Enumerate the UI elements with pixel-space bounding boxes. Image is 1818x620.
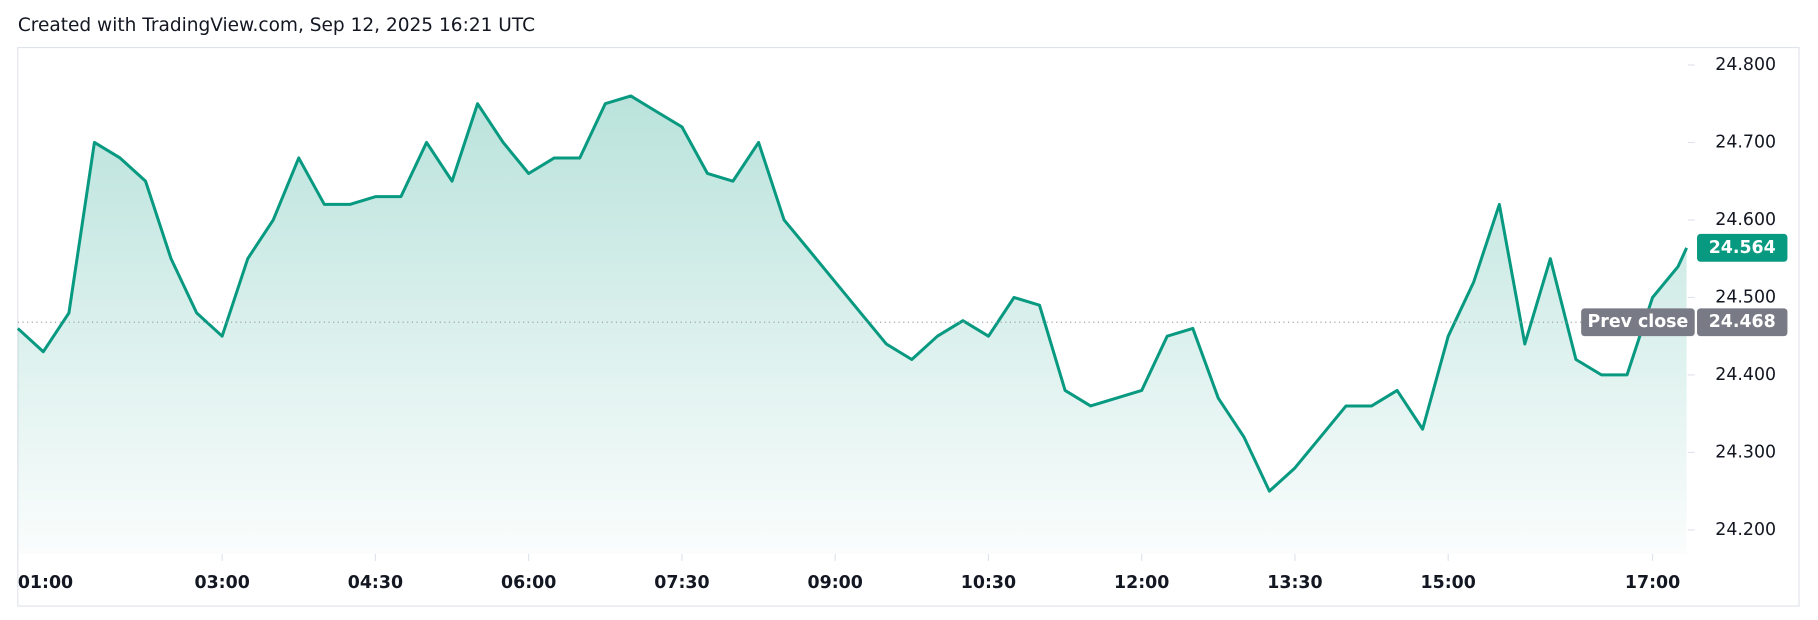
y-tick-label: 24.300	[1715, 442, 1776, 462]
x-tick-label: 10:30	[961, 573, 1016, 593]
y-tick-label: 24.500	[1715, 287, 1776, 307]
y-tick-label: 24.600	[1715, 210, 1776, 230]
x-tick-label: 07:30	[654, 573, 709, 593]
area	[17, 95, 1687, 554]
prev-close-tag	[1581, 308, 1695, 337]
x-tick-label: 13:30	[1267, 573, 1322, 593]
last-price-tag	[1697, 233, 1788, 262]
y-tick-label: 24.800	[1715, 55, 1776, 75]
y-tick-label: 24.700	[1715, 132, 1776, 152]
x-tick-label: 01:00	[18, 573, 73, 593]
prev-close-value-tag	[1697, 308, 1788, 337]
price-line	[16, 94, 1688, 493]
prev-close-label: Prev close	[1588, 312, 1689, 332]
x-tick-label: 06:00	[501, 573, 556, 593]
y-tick-label: 24.200	[1715, 520, 1776, 540]
y-tick-label: 24.400	[1715, 365, 1776, 385]
x-tick-label: 15:00	[1421, 573, 1476, 593]
chart-frame	[17, 46, 1800, 607]
x-tick-label: 12:00	[1114, 573, 1169, 593]
x-tick-label: 17:00	[1625, 573, 1680, 593]
x-tick-label: 09:00	[808, 573, 863, 593]
x-tick-label: 03:00	[195, 573, 250, 593]
last-price-label: 24.564	[1709, 238, 1776, 258]
x-tick-label: 04:30	[348, 573, 403, 593]
prev-close-value: 24.468	[1709, 312, 1776, 332]
chart-title: Created with TradingView.com, Sep 12, 20…	[18, 15, 535, 36]
